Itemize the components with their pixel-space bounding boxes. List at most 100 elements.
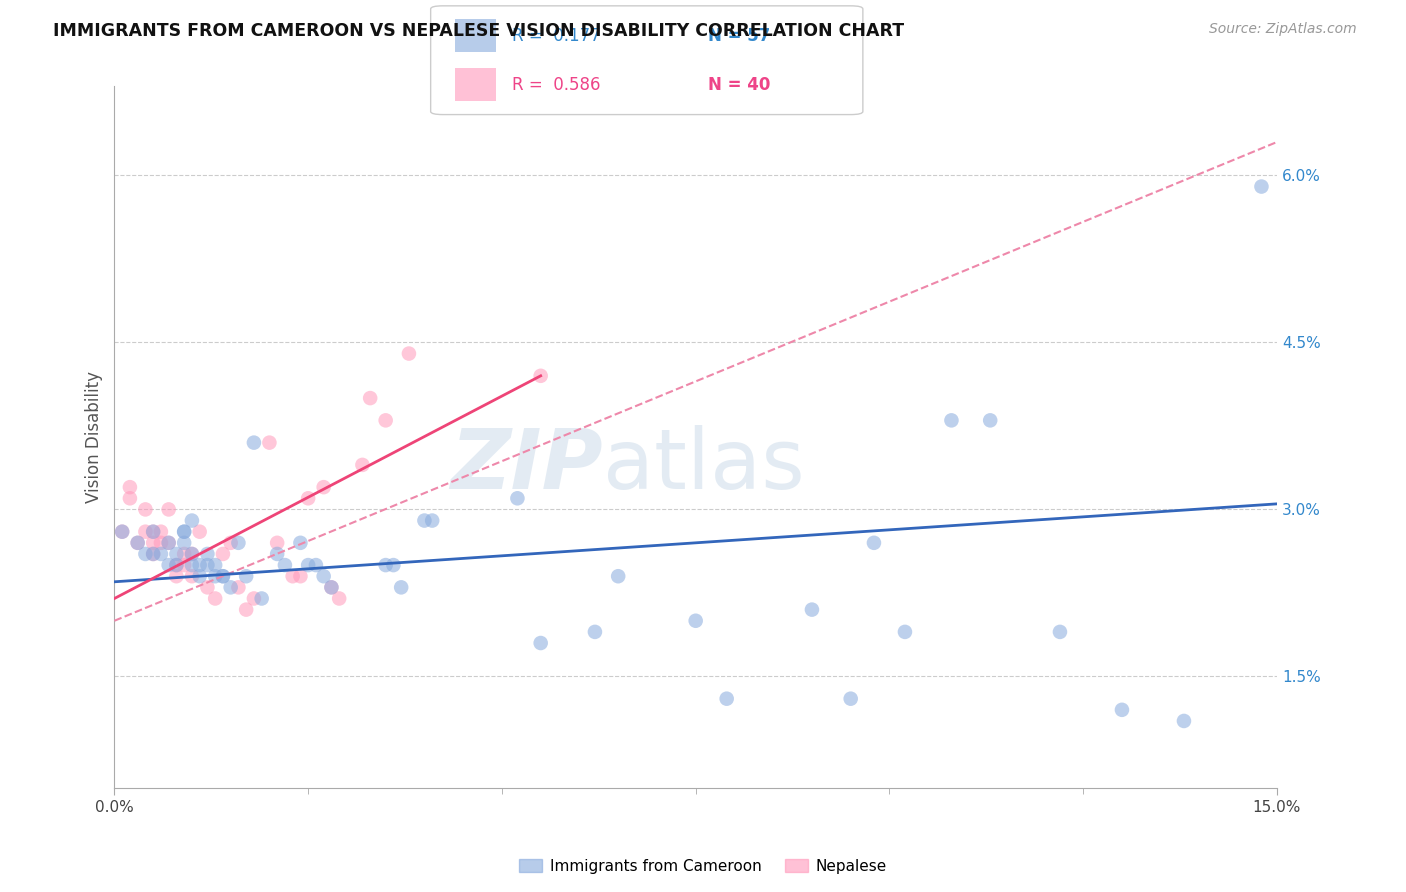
Point <box>290 569 312 583</box>
Point <box>420 514 443 528</box>
Point <box>180 569 202 583</box>
Point <box>142 524 165 539</box>
Point <box>142 524 165 539</box>
Point <box>352 458 374 472</box>
Point <box>118 491 141 506</box>
Point <box>374 413 396 427</box>
Point <box>839 691 862 706</box>
Point <box>197 558 219 573</box>
Point <box>506 491 529 506</box>
Point <box>359 391 381 405</box>
Point <box>204 591 226 606</box>
Point <box>894 624 917 639</box>
Point <box>389 580 412 594</box>
Point <box>180 547 202 561</box>
Point <box>583 624 606 639</box>
Text: R =  0.177: R = 0.177 <box>512 27 600 45</box>
Text: Source: ZipAtlas.com: Source: ZipAtlas.com <box>1209 22 1357 37</box>
Point <box>863 536 886 550</box>
Point <box>530 636 553 650</box>
Point <box>134 547 156 561</box>
Point <box>180 558 202 573</box>
Point <box>1173 714 1195 728</box>
Point <box>382 558 405 573</box>
Point <box>204 558 226 573</box>
Point <box>165 547 187 561</box>
Point <box>235 569 257 583</box>
Point <box>188 569 211 583</box>
Point <box>250 591 273 606</box>
Point <box>941 413 963 427</box>
Point <box>134 524 156 539</box>
Point <box>149 524 172 539</box>
Point <box>312 480 335 494</box>
Point <box>180 547 202 561</box>
Point <box>212 569 235 583</box>
Point <box>219 580 242 594</box>
Point <box>305 558 328 573</box>
Point <box>979 413 1001 427</box>
Point <box>127 536 149 550</box>
Text: R =  0.586: R = 0.586 <box>512 76 600 94</box>
Point <box>321 580 343 594</box>
Point <box>530 368 553 383</box>
Point <box>134 502 156 516</box>
Point <box>290 536 312 550</box>
Point <box>127 536 149 550</box>
Point <box>228 580 250 594</box>
Point <box>259 435 281 450</box>
Point <box>173 536 195 550</box>
Text: ZIP: ZIP <box>450 425 603 506</box>
Text: IMMIGRANTS FROM CAMEROON VS NEPALESE VISION DISABILITY CORRELATION CHART: IMMIGRANTS FROM CAMEROON VS NEPALESE VIS… <box>53 22 904 40</box>
Point <box>142 547 165 561</box>
Point <box>297 558 319 573</box>
Point <box>173 524 195 539</box>
Point <box>266 536 288 550</box>
Point <box>173 558 195 573</box>
Bar <box>456 19 496 52</box>
Point <box>111 524 134 539</box>
Point <box>197 547 219 561</box>
Point <box>374 558 396 573</box>
Point <box>149 536 172 550</box>
Point <box>212 569 235 583</box>
Point <box>312 569 335 583</box>
Point <box>413 514 436 528</box>
Point <box>219 536 242 550</box>
Point <box>800 602 823 616</box>
Point <box>197 580 219 594</box>
Point <box>1049 624 1071 639</box>
Point <box>685 614 707 628</box>
Point <box>716 691 738 706</box>
Point <box>118 480 141 494</box>
Point <box>111 524 134 539</box>
Point <box>188 524 211 539</box>
Point <box>165 558 187 573</box>
Y-axis label: Vision Disability: Vision Disability <box>86 371 103 503</box>
Point <box>243 591 266 606</box>
Point <box>165 569 187 583</box>
FancyBboxPatch shape <box>430 6 863 114</box>
Point <box>204 569 226 583</box>
Point <box>173 524 195 539</box>
Point <box>188 558 211 573</box>
Text: N = 57: N = 57 <box>709 27 770 45</box>
Point <box>157 536 180 550</box>
Point <box>607 569 630 583</box>
Point <box>180 514 202 528</box>
Text: atlas: atlas <box>603 425 804 506</box>
Point <box>173 547 195 561</box>
Point <box>398 346 420 360</box>
Point <box>142 536 165 550</box>
Point <box>1111 703 1133 717</box>
Text: N = 40: N = 40 <box>709 76 770 94</box>
Point <box>266 547 288 561</box>
Point <box>235 602 257 616</box>
Point <box>165 558 187 573</box>
Point <box>274 558 297 573</box>
Point <box>281 569 304 583</box>
Point <box>157 558 180 573</box>
Point <box>243 435 266 450</box>
Point <box>142 547 165 561</box>
Point <box>297 491 319 506</box>
